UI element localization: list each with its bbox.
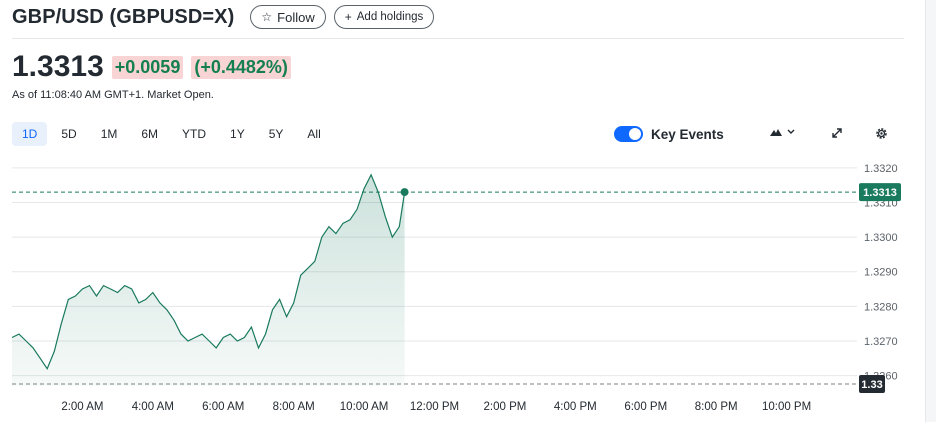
chart-gridlines xyxy=(12,167,857,377)
current-price: 1.3313 xyxy=(12,50,104,83)
y-tick-label: 1.3300 xyxy=(864,232,898,244)
scroll-gutter xyxy=(925,0,936,422)
add-holdings-label: Add holdings xyxy=(356,11,424,23)
quote-header: GBP/USD (GBPUSD=X) ☆ Follow + Add holdin… xyxy=(12,4,435,30)
key-events-toggle[interactable] xyxy=(614,126,643,142)
range-all[interactable]: All xyxy=(307,127,321,141)
page-title: GBP/USD (GBPUSD=X) xyxy=(12,5,235,28)
x-tick-label: 10:00 PM xyxy=(762,401,811,413)
chart-type-dropdown[interactable] xyxy=(770,126,796,141)
range-selector: 1D 5D 1M 6M YTD 1Y 5Y All xyxy=(12,122,335,146)
quote-price-row: 1.3313 +0.0059 (+0.4482%) xyxy=(12,50,291,84)
price-chart[interactable]: 1.33201.33101.33001.32901.32801.32701.32… xyxy=(0,150,925,422)
divider xyxy=(12,38,904,39)
previous-close-flag-text: 1.33 xyxy=(861,379,882,391)
as-of-timestamp: As of 11:08:40 AM GMT+1. Market Open. xyxy=(12,89,214,101)
price-change-percent: (+0.4482%) xyxy=(191,55,291,79)
price-change: +0.0059 xyxy=(111,55,184,79)
range-1d[interactable]: 1D xyxy=(12,122,48,146)
x-tick-label: 8:00 PM xyxy=(695,401,738,413)
chart-settings-button[interactable] xyxy=(874,126,889,144)
range-5y[interactable]: 5Y xyxy=(268,127,284,141)
x-tick-label: 2:00 AM xyxy=(61,401,103,413)
range-1y[interactable]: 1Y xyxy=(230,127,245,141)
key-events-label: Key Events xyxy=(651,126,724,142)
x-axis-labels: 2:00 AM 4:00 AM 6:00 AM 8:00 AM 10:00 AM 12:0… xyxy=(61,401,811,413)
y-tick-label: 1.3320 xyxy=(864,163,898,175)
follow-button[interactable]: ☆ Follow xyxy=(250,5,326,29)
y-tick-label: 1.3280 xyxy=(864,301,898,313)
x-tick-label: 6:00 AM xyxy=(202,401,244,413)
fullscreen-button[interactable] xyxy=(830,126,844,143)
price-line xyxy=(11,173,406,370)
x-tick-label: 6:00 PM xyxy=(624,401,667,413)
x-tick-label: 2:00 PM xyxy=(484,401,527,413)
x-tick-label: 12:00 PM xyxy=(410,401,459,413)
current-price-flag-text: 1.3313 xyxy=(863,187,897,199)
toggle-knob xyxy=(629,128,641,140)
price-area xyxy=(12,174,405,386)
range-5d[interactable]: 5D xyxy=(61,127,77,141)
mountain-chart-icon xyxy=(770,129,795,136)
x-tick-label: 8:00 AM xyxy=(273,401,315,413)
y-tick-label: 1.3290 xyxy=(864,267,898,279)
range-6m[interactable]: 6M xyxy=(141,127,159,141)
expand-icon xyxy=(832,128,842,138)
add-holdings-button[interactable]: + Add holdings xyxy=(333,5,435,29)
key-events-toggle-row: Key Events xyxy=(614,126,724,142)
star-icon: ☆ xyxy=(261,10,273,24)
range-ytd[interactable]: YTD xyxy=(182,127,207,141)
follow-label: Follow xyxy=(277,9,315,25)
last-price-marker xyxy=(400,188,409,197)
current-price-flag: 1.3313 xyxy=(859,183,901,202)
plus-icon: + xyxy=(344,10,352,24)
range-1m[interactable]: 1M xyxy=(100,127,118,141)
previous-close-flag: 1.33 xyxy=(859,375,885,393)
x-tick-label: 4:00 AM xyxy=(132,401,174,413)
y-tick-label: 1.3270 xyxy=(864,336,898,348)
gear-icon xyxy=(876,128,887,139)
x-tick-label: 4:00 PM xyxy=(554,401,597,413)
x-tick-label: 10:00 AM xyxy=(340,401,389,413)
